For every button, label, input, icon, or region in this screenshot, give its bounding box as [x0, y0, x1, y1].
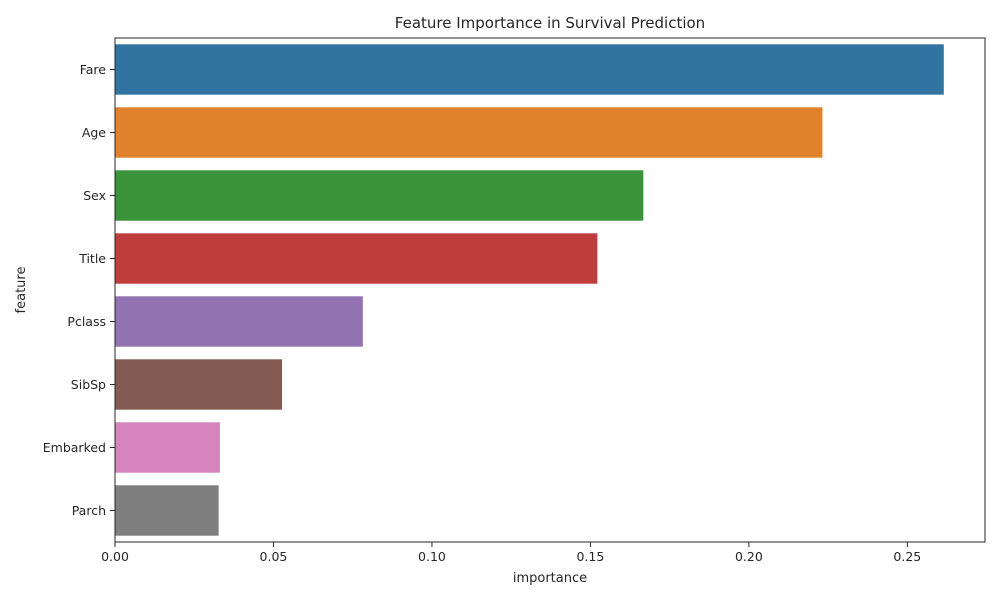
bar-sibsp — [115, 359, 283, 410]
y-tick-label: SibSp — [71, 377, 106, 392]
y-axis-ticks: Fare Age Sex Title Pclass SibSp Embarked Parch — [43, 62, 115, 518]
x-tick-label: 0.05 — [260, 549, 288, 564]
plot-frame — [114, 37, 986, 543]
y-tick-label: Pclass — [67, 314, 106, 329]
x-tick-label: 0.10 — [418, 549, 446, 564]
x-tick-label: 0.20 — [735, 549, 763, 564]
y-tick-label: Fare — [80, 62, 107, 77]
y-tick-label: Parch — [72, 503, 106, 518]
y-tick-label: Sex — [83, 188, 106, 203]
y-tick-label: Title — [78, 251, 106, 266]
y-tick-label: Age — [82, 125, 106, 140]
x-tick-label: 0.25 — [893, 549, 921, 564]
bars — [115, 44, 944, 536]
bar-title — [115, 233, 598, 284]
bar-age — [115, 107, 823, 158]
bar-embarked — [115, 422, 220, 473]
bar-parch — [115, 485, 219, 536]
bar-sex — [115, 170, 644, 221]
x-axis-label: importance — [513, 571, 587, 586]
x-axis-ticks: 0.00 0.05 0.10 0.15 0.20 0.25 — [101, 542, 921, 564]
chart-title: Feature Importance in Survival Predictio… — [395, 14, 705, 32]
x-tick-label: 0.15 — [576, 549, 604, 564]
y-tick-label: Embarked — [43, 440, 106, 455]
x-tick-label: 0.00 — [101, 549, 129, 564]
bar-fare — [115, 44, 944, 95]
y-axis-label: feature — [14, 267, 29, 314]
bar-pclass — [115, 296, 363, 347]
